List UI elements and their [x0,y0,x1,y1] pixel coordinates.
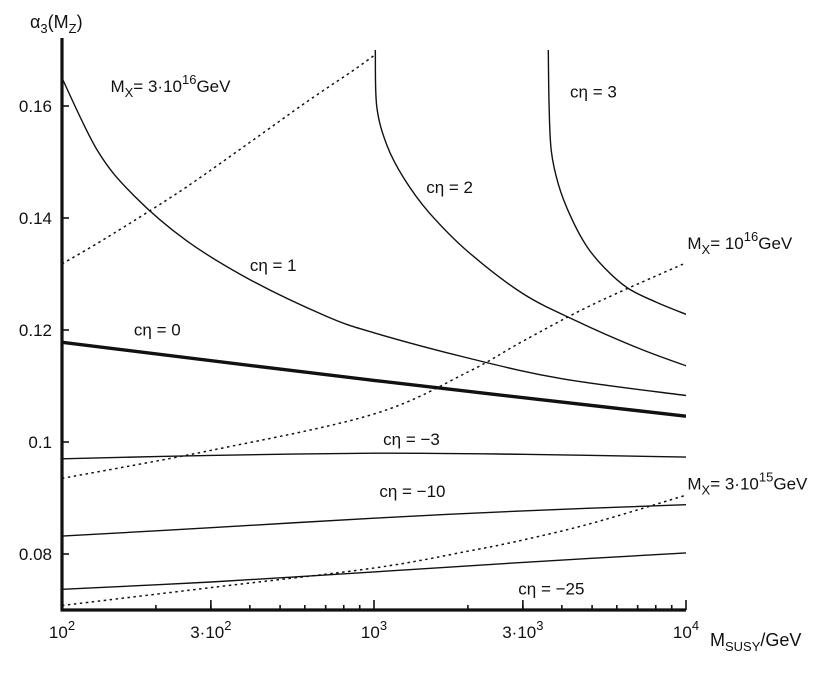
series-labels: cη = 3 cη = 2 cη = 1 cη = 0 cη = −3 cη = −10 c… [110,72,808,598]
series-label-1: cη = 2 [426,178,473,197]
y-axis-title: α3(MZ) [30,12,83,36]
series-line-2 [62,77,686,397]
y-tick-label: 0.14 [19,209,52,228]
series-line-5 [62,504,686,537]
series-label-7: MX= 3·1016GeV [110,72,231,100]
x-axis-title: MSUSY/GeV [710,630,801,654]
series-line-1 [374,50,686,367]
series-line-4 [62,452,686,460]
series-line-3 [62,340,686,418]
series-label-5: cη = −10 [379,482,445,501]
series-line-6 [62,552,686,590]
y-tick-label: 0.08 [19,545,52,564]
x-tick-label: 102 [49,618,75,642]
x-axis-title-text: MSUSY/GeV [710,630,801,654]
series-line-9 [62,494,686,607]
series-layer [62,50,686,607]
y-tick-label: 0.12 [19,321,52,340]
series-label-3: cη = 0 [134,321,181,340]
y-tick-label: 0.16 [19,97,52,116]
ticks: 0.08 0.1 0.12 0.14 0.16 102 3·102 103 3·103 104 [19,97,699,642]
series-label-0: cη = 3 [570,83,617,102]
x-tick-label: 104 [673,618,699,642]
x-tick-label: 103 [361,618,387,642]
series-line-7 [62,54,375,265]
series-label-2: cη = 1 [250,256,297,275]
y-tick-label: 0.1 [28,433,52,452]
series-line-8 [62,262,686,480]
series-label-4: cη = −3 [383,430,440,449]
x-tick-label: 3·102 [190,618,231,642]
series-label-8: MX= 1016GeV [687,229,793,257]
series-label-9: MX= 3·1015GeV [687,470,808,498]
series-line-0 [547,50,686,315]
x-tick-label: 3·103 [502,618,543,642]
series-label-6: cη = −25 [518,579,584,598]
y-axis-title-text: α3(MZ) [30,12,83,36]
